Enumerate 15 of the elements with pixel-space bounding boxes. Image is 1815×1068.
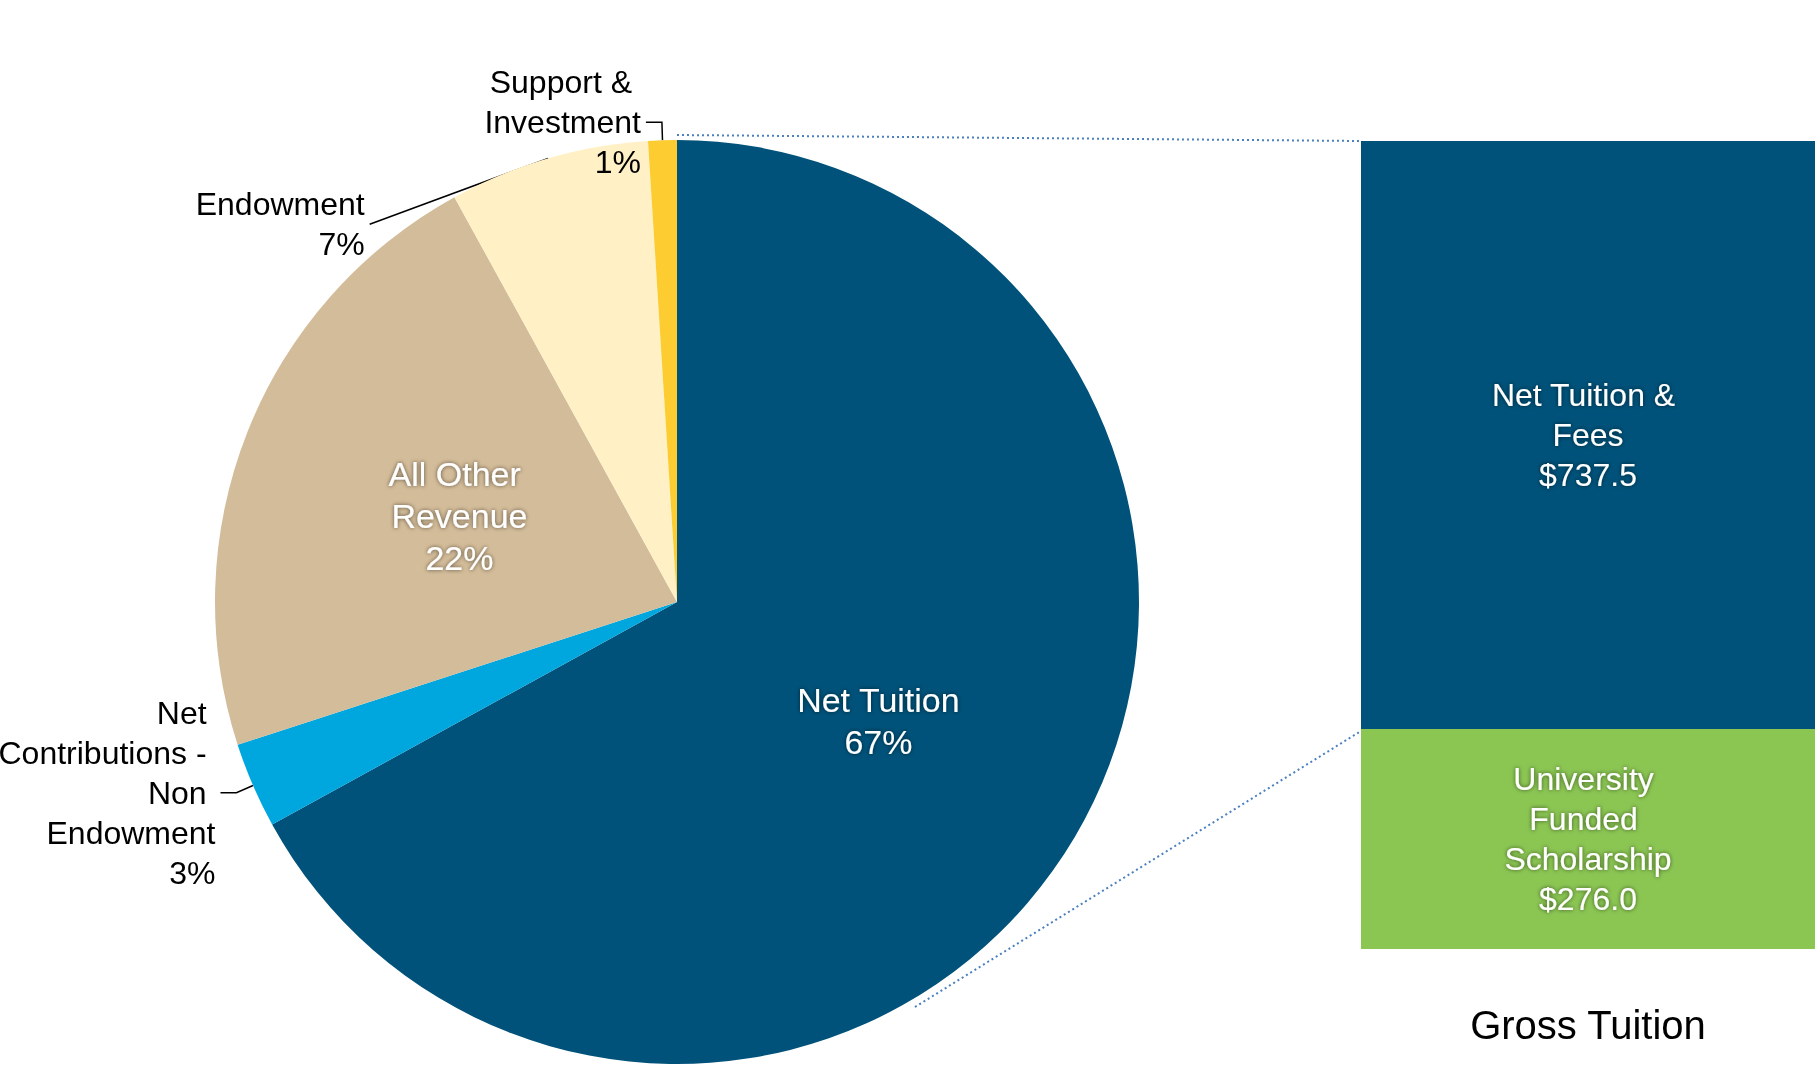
data-label: $276.0 <box>1539 880 1637 917</box>
x-axis-title: Gross Tuition <box>1470 1003 1706 1047</box>
slice-label: Net Contributions - Non Endowment <box>0 694 216 851</box>
data-label: 67% <box>844 723 913 762</box>
slice-label: Net Tuition <box>797 681 960 720</box>
slice-label: Support & Investment <box>484 64 642 141</box>
data-label: 22% <box>425 538 494 577</box>
slice-label: All Other Revenue <box>388 454 531 535</box>
series-label: Net Tuition & Fees <box>1491 376 1685 453</box>
slice-label: Endowment <box>195 186 365 223</box>
data-label: 3% <box>169 854 216 891</box>
series-label: University Funded Scholarship <box>1504 760 1672 877</box>
data-label: 7% <box>318 226 365 263</box>
data-label: $737.5 <box>1539 456 1637 493</box>
data-label: 1% <box>594 144 641 181</box>
